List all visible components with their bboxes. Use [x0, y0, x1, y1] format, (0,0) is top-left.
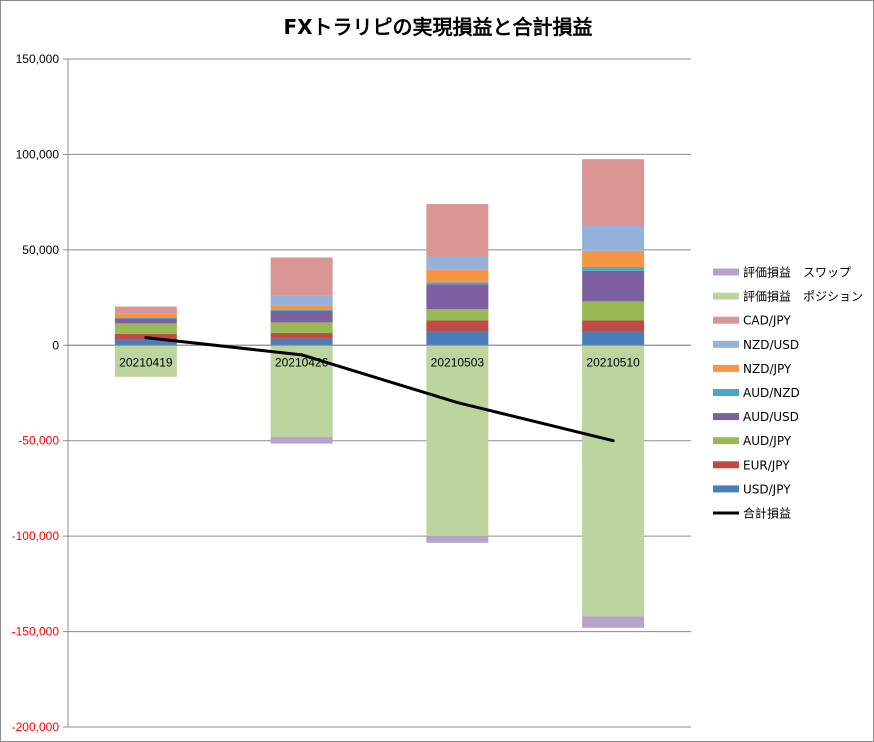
bar-segment-usdjpy-0 [270, 338, 333, 346]
legend-label: 合計損益 [743, 506, 791, 521]
bar-segment-audnzd-4 [426, 282, 489, 285]
bar-segment-nzdjpy-5 [114, 313, 177, 318]
y-tick-label: 0 [52, 338, 59, 352]
y-tick-label: -150,000 [12, 625, 60, 639]
bar-segment-audjpy-2 [114, 323, 177, 334]
y-tick-label: -50,000 [18, 434, 59, 448]
legend-label: 評価損益 スワップ [743, 265, 851, 280]
bar-segment--8 [114, 345, 177, 377]
bar-segment-usdjpy-0 [582, 331, 645, 346]
bar-segment-usdjpy-0 [114, 339, 177, 346]
legend-label: NZD/USD [743, 338, 799, 352]
legend-swatch [713, 268, 739, 276]
legend-label: NZD/JPY [743, 362, 792, 376]
bar-segment-audnzd-4 [114, 317, 177, 319]
y-tick-label: 50,000 [22, 243, 59, 257]
category-label: 20210419 [119, 355, 173, 369]
bar-segment-cadjpy-7 [270, 257, 333, 296]
bar-segment--9 [426, 536, 489, 543]
bar-segment-nzdjpy-5 [582, 250, 645, 268]
category-label: 20210426 [275, 355, 329, 369]
legend-swatch [713, 389, 739, 396]
bar-segment--8 [582, 345, 645, 617]
bar-segment-nzdusd-6 [270, 295, 333, 306]
legend-swatch [713, 461, 739, 469]
bar-segment-audjpy-2 [426, 309, 489, 321]
legend-swatch [713, 364, 739, 372]
legend-label: USD/JPY [743, 482, 791, 496]
bar-segment-audjpy-2 [582, 301, 645, 321]
bar-segment-audusd-3 [114, 318, 177, 324]
legend-label: AUD/NZD [743, 386, 800, 400]
total-point [455, 401, 459, 405]
bar-segment-audnzd-4 [582, 267, 645, 271]
bar-segment-eurjpy-1 [270, 332, 333, 339]
total-point [300, 353, 304, 357]
category-label: 20210510 [586, 355, 640, 369]
legend-swatch [713, 316, 739, 324]
legend-swatch [713, 340, 739, 348]
bar-segment--9 [270, 436, 333, 444]
bar-segment-nzdjpy-5 [426, 269, 489, 283]
bar-segment-nzdusd-6 [582, 226, 645, 251]
total-point [144, 336, 148, 340]
bar-segment--8 [426, 345, 489, 537]
y-tick-label: -100,000 [12, 529, 60, 543]
total-line [145, 336, 614, 443]
bar-segment-usdjpy-0 [426, 331, 489, 346]
chart-title: FXトラリピの実現損益と合計損益 [283, 15, 592, 39]
legend-swatch [713, 413, 739, 421]
bar-segment-audnzd-4 [270, 309, 333, 311]
y-tick-label: 100,000 [16, 147, 60, 161]
legend-swatch [713, 485, 739, 493]
bar-segment--9 [582, 616, 645, 628]
legend-label: EUR/JPY [743, 458, 790, 472]
total-point [611, 439, 615, 443]
bar-segment-audusd-3 [582, 270, 645, 302]
y-tick-label: 150,000 [16, 52, 60, 66]
legend-label: 評価損益 ポジション [743, 289, 863, 304]
legend-swatch [713, 437, 739, 445]
legend-label: CAD/JPY [743, 314, 791, 328]
bar-segment-cadjpy-7 [114, 306, 177, 314]
bar-segment-nzdjpy-5 [270, 305, 333, 310]
bar-segment-nzdusd-6 [426, 256, 489, 270]
bar-segment-audusd-3 [426, 284, 489, 310]
bar-segment-audjpy-2 [270, 322, 333, 333]
legend-label: AUD/JPY [743, 434, 792, 448]
bar-segment-cadjpy-7 [582, 159, 645, 226]
bar-segment-eurjpy-1 [426, 320, 489, 332]
bar-segment-cadjpy-7 [426, 204, 489, 257]
bar-segment-audusd-3 [270, 310, 333, 323]
legend-swatch [713, 292, 739, 300]
bar-segment-eurjpy-1 [582, 320, 645, 332]
y-tick-label: -200,000 [12, 720, 60, 734]
category-label: 20210503 [431, 355, 485, 369]
legend-label: AUD/USD [743, 410, 799, 424]
